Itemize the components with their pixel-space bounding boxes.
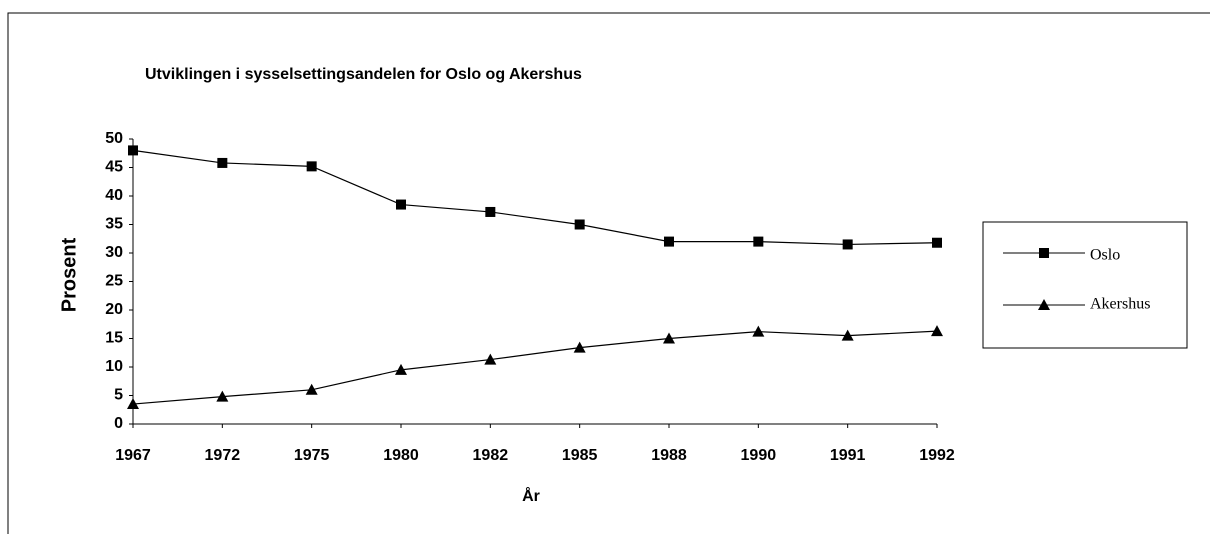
point bbox=[931, 325, 943, 337]
x-tick-label: 1992 bbox=[919, 447, 955, 464]
y-tick-label: 25 bbox=[105, 273, 123, 290]
point bbox=[395, 363, 407, 375]
y-tick-label: 10 bbox=[105, 358, 123, 375]
x-tick-label: 1967 bbox=[115, 447, 151, 464]
x-axis-label: År bbox=[522, 486, 540, 505]
y-tick-label: 45 bbox=[105, 159, 123, 176]
x-tick-label: 1982 bbox=[473, 447, 509, 464]
point bbox=[1039, 248, 1049, 258]
legend-box bbox=[982, 221, 1188, 349]
legend-label: Oslo bbox=[1090, 247, 1120, 264]
point bbox=[217, 157, 228, 168]
x-tick-label: 1991 bbox=[830, 447, 866, 464]
chart-title: Utviklingen i sysselsettingsandelen for … bbox=[145, 66, 582, 83]
point bbox=[842, 239, 853, 250]
point bbox=[306, 161, 317, 172]
point bbox=[841, 329, 854, 341]
point bbox=[663, 332, 675, 344]
point bbox=[216, 390, 229, 402]
point bbox=[305, 383, 318, 395]
point bbox=[753, 236, 764, 247]
y-tick-label: 40 bbox=[105, 187, 123, 204]
x-tick-label: 1988 bbox=[651, 447, 687, 464]
x-tick-label: 1972 bbox=[205, 447, 241, 464]
point bbox=[128, 145, 138, 156]
point bbox=[664, 236, 674, 247]
point bbox=[1038, 299, 1050, 310]
y-tick-label: 5 bbox=[114, 387, 123, 404]
y-tick-label: 20 bbox=[105, 301, 123, 318]
series-line bbox=[132, 330, 938, 405]
point bbox=[574, 219, 585, 230]
legend-label: Akershus bbox=[1090, 296, 1150, 313]
x-tick-label: 1975 bbox=[294, 447, 330, 464]
point bbox=[752, 325, 765, 337]
point bbox=[484, 353, 497, 365]
y-tick-label: 0 bbox=[114, 415, 123, 432]
y-axis-label: Prosent bbox=[58, 237, 80, 312]
x-tick-label: 1980 bbox=[383, 447, 419, 464]
x-tick-label: 1990 bbox=[741, 447, 777, 464]
point bbox=[127, 398, 139, 410]
y-tick-label: 15 bbox=[105, 330, 123, 347]
y-tick-label: 50 bbox=[105, 130, 123, 147]
series-line bbox=[132, 149, 938, 246]
point bbox=[485, 206, 496, 217]
y-tick-label: 30 bbox=[105, 244, 123, 261]
x-tick-label: 1985 bbox=[562, 447, 598, 464]
point bbox=[396, 199, 406, 210]
point bbox=[573, 341, 586, 353]
point bbox=[932, 237, 942, 248]
y-tick-label: 35 bbox=[105, 216, 123, 233]
chart-frame bbox=[7, 12, 1210, 534]
